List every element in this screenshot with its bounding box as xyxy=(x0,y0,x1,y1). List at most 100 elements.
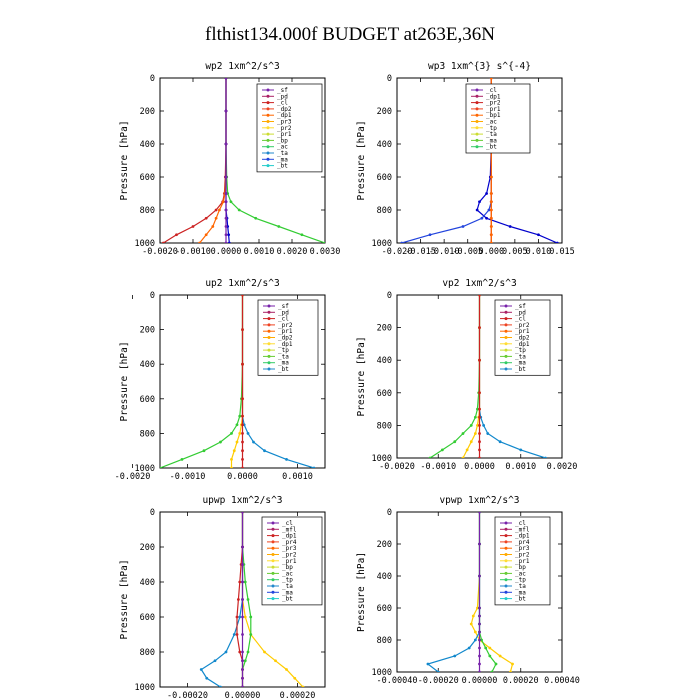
data-point xyxy=(428,456,432,458)
x-tick-label: 0.0010 xyxy=(244,247,275,257)
data-point xyxy=(453,654,457,658)
data-point xyxy=(230,466,233,468)
data-point xyxy=(180,457,184,461)
x-tick-label: -0.010 xyxy=(429,247,460,257)
data-point xyxy=(224,175,228,179)
data-point xyxy=(241,397,244,401)
legend-marker xyxy=(266,101,270,105)
data-point xyxy=(249,633,253,636)
legend-entry: _ma xyxy=(515,360,526,367)
data-point xyxy=(224,142,228,146)
y-tick-label: 200 xyxy=(377,540,392,550)
data-point xyxy=(475,208,479,212)
y-tick-label: 600 xyxy=(377,604,392,614)
data-point xyxy=(241,633,244,636)
data-point xyxy=(494,662,498,666)
x-tick-label: 0.000 xyxy=(478,247,504,257)
legend-entry: _bp1 xyxy=(486,112,501,119)
data-point xyxy=(241,512,244,514)
y-axis-label: Pressure [hPa] xyxy=(356,120,367,200)
data-point xyxy=(485,216,488,220)
data-point xyxy=(160,466,162,468)
data-point xyxy=(241,362,244,366)
legend-marker xyxy=(266,145,270,149)
legend-marker xyxy=(475,126,479,130)
data-point xyxy=(218,208,221,212)
data-point xyxy=(428,233,432,237)
legend-entry: _cl xyxy=(486,87,497,94)
legend-entry: _bp xyxy=(277,137,288,144)
y-tick-label: 400 xyxy=(140,140,155,150)
legend-marker xyxy=(475,113,479,117)
data-point xyxy=(246,650,250,654)
y-tick-label: 600 xyxy=(140,613,155,623)
x-tick-label: 0.0010 xyxy=(505,462,536,472)
data-point xyxy=(400,241,404,243)
panel-6: vpwp 1xm^2/s^3 Pressure [hPa] 0 200 400 600 80… xyxy=(356,495,580,686)
x-tick-label: -0.0010 xyxy=(175,247,211,257)
panel-title: up2 1xm^2/s^3 xyxy=(205,278,279,289)
legend-marker xyxy=(271,578,275,582)
data-point xyxy=(461,456,465,458)
legend-entry: _sf xyxy=(278,303,289,310)
data-point xyxy=(285,668,288,671)
legend-marker xyxy=(266,107,270,111)
legend-entry: _dp2 xyxy=(278,335,293,342)
x-tick-label: 0.0010 xyxy=(282,472,313,482)
data-point xyxy=(199,668,203,671)
legend-entry: _tp xyxy=(282,577,293,584)
y-tick-label: 400 xyxy=(140,578,155,588)
data-point xyxy=(484,646,488,650)
legend: _cl_dp1_pr2_pr1_bp1_ac_tp_ta_ma_bt xyxy=(465,83,531,154)
legend-entry: _ta xyxy=(278,353,289,360)
legend-marker xyxy=(267,329,271,333)
x-tick-label: 0.00020 xyxy=(280,691,316,700)
legend: _sf_pd_cl_pr2_pr1_dp2_dp1_tp_ta_ma_bt xyxy=(494,299,551,376)
y-tick-label: 800 xyxy=(140,648,155,658)
legend-marker xyxy=(271,534,275,538)
x-tick-label: -0.00040 xyxy=(377,676,418,686)
legend-marker xyxy=(271,584,275,588)
data-point xyxy=(489,216,493,220)
legend-marker xyxy=(504,310,508,314)
data-point xyxy=(436,670,440,672)
y-tick-label: 200 xyxy=(377,107,392,117)
data-point xyxy=(202,449,206,453)
data-point xyxy=(213,659,217,663)
data-point xyxy=(230,432,233,435)
data-point xyxy=(473,415,477,419)
data-point xyxy=(489,208,493,212)
x-tick-label: -0.005 xyxy=(452,247,483,257)
data-point xyxy=(440,448,444,452)
data-point xyxy=(488,646,492,650)
legend-marker xyxy=(504,361,508,365)
panels: wp2 1xm^2/s^3 Pressure [hPa] 0 200 400 600 800… xyxy=(115,61,580,700)
x-tick-label: 0.0000 xyxy=(227,472,258,482)
y-tick-label: 1000 xyxy=(372,454,392,464)
legend-entry: _dp1 xyxy=(486,93,501,100)
data-point xyxy=(230,457,233,461)
data-point xyxy=(237,208,241,212)
x-tick-label: 0.00020 xyxy=(503,676,539,686)
legend-marker xyxy=(475,145,479,149)
data-point xyxy=(224,109,228,113)
legend-entry: _cl xyxy=(515,316,526,323)
legend-marker xyxy=(475,101,479,105)
data-point xyxy=(476,606,479,610)
x-tick-label: -0.0020 xyxy=(115,472,151,482)
panel-title: vpwp 1xm^2/s^3 xyxy=(439,495,519,506)
legend-marker xyxy=(267,367,271,371)
data-point xyxy=(478,200,481,204)
legend-marker xyxy=(475,94,479,98)
x-tick-label: 0.0020 xyxy=(277,247,308,257)
data-point xyxy=(241,328,244,331)
legend-entry: _pr2 xyxy=(278,322,293,329)
data-point xyxy=(235,423,239,427)
data-point xyxy=(312,466,316,468)
data-point xyxy=(235,633,239,636)
legend-marker xyxy=(504,329,508,333)
legend-entry: _pd xyxy=(277,93,288,100)
y-tick-label: 1000 xyxy=(372,239,392,249)
data-point xyxy=(224,200,228,204)
